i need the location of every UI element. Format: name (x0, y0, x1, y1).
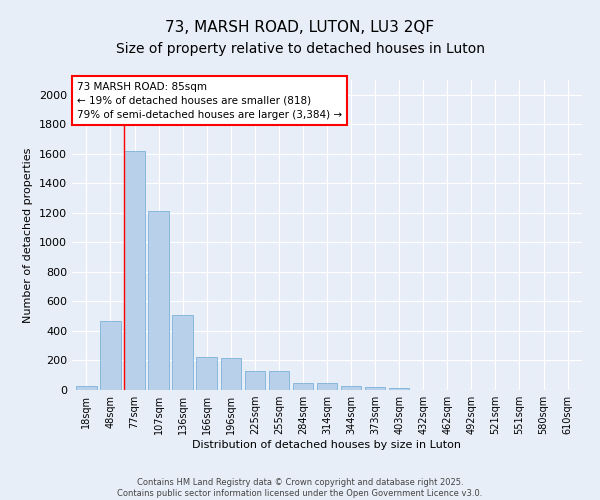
Bar (293, 382, 313, 390)
Text: Contains HM Land Registry data © Crown copyright and database right 2025.
Contai: Contains HM Land Registry data © Crown c… (118, 478, 482, 498)
Text: Size of property relative to detached houses in Luton: Size of property relative to detached ho… (115, 42, 485, 56)
Bar (196, 357, 217, 390)
Bar (269, 371, 289, 390)
Bar (172, 314, 193, 390)
Bar (245, 371, 265, 390)
Bar (100, 320, 121, 390)
Bar (317, 382, 337, 390)
Y-axis label: Number of detached properties: Number of detached properties (23, 148, 34, 322)
Text: 73 MARSH ROAD: 85sqm
← 19% of detached houses are smaller (818)
79% of semi-deta: 73 MARSH ROAD: 85sqm ← 19% of detached h… (77, 82, 342, 120)
Bar (76, 386, 97, 390)
Bar (148, 212, 169, 390)
Bar (365, 387, 385, 390)
Bar (389, 388, 409, 390)
Text: 73, MARSH ROAD, LUTON, LU3 2QF: 73, MARSH ROAD, LUTON, LU3 2QF (166, 20, 434, 35)
Bar (341, 386, 361, 390)
X-axis label: Distribution of detached houses by size in Luton: Distribution of detached houses by size … (193, 440, 461, 450)
Bar (124, 151, 145, 390)
Bar (221, 358, 241, 390)
